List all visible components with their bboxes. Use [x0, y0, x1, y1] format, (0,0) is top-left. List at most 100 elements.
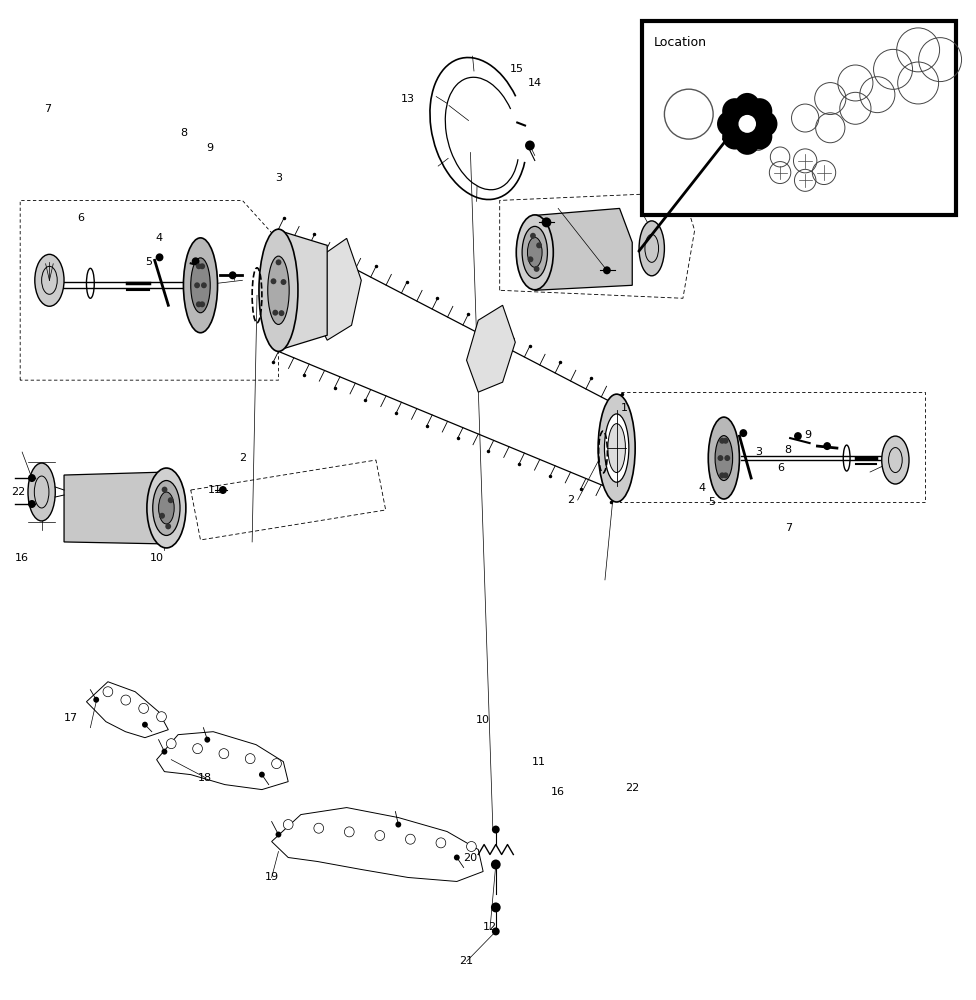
Circle shape	[794, 432, 802, 440]
Circle shape	[467, 842, 476, 852]
Circle shape	[824, 442, 831, 450]
Circle shape	[161, 749, 167, 755]
Circle shape	[395, 822, 401, 828]
Text: 21: 21	[460, 956, 473, 966]
Circle shape	[747, 98, 772, 124]
Circle shape	[719, 438, 725, 444]
Circle shape	[219, 486, 226, 494]
Circle shape	[492, 826, 500, 834]
Ellipse shape	[35, 254, 64, 306]
Circle shape	[245, 754, 255, 764]
Text: 5: 5	[709, 497, 715, 507]
Text: 9: 9	[207, 143, 214, 153]
Circle shape	[168, 497, 174, 503]
Circle shape	[739, 115, 756, 133]
Ellipse shape	[152, 481, 180, 535]
Circle shape	[196, 263, 202, 269]
Text: Location: Location	[654, 36, 707, 49]
Text: 5: 5	[145, 257, 152, 267]
Ellipse shape	[183, 238, 218, 333]
Bar	[642, 21, 956, 215]
Circle shape	[603, 266, 611, 274]
Circle shape	[272, 310, 278, 316]
Circle shape	[162, 487, 168, 493]
Text: 13: 13	[401, 94, 415, 104]
Circle shape	[139, 703, 148, 713]
Ellipse shape	[527, 237, 542, 267]
Text: 7: 7	[44, 104, 51, 114]
Ellipse shape	[267, 256, 289, 324]
Text: 2: 2	[567, 495, 575, 505]
Circle shape	[491, 902, 501, 912]
Polygon shape	[156, 732, 288, 790]
Circle shape	[28, 500, 36, 508]
Circle shape	[275, 832, 281, 838]
Circle shape	[270, 278, 276, 284]
Circle shape	[732, 108, 763, 140]
Polygon shape	[278, 230, 327, 350]
Circle shape	[194, 282, 200, 288]
Text: 16: 16	[16, 553, 29, 563]
Text: 3: 3	[755, 447, 762, 457]
Ellipse shape	[158, 492, 174, 524]
Ellipse shape	[598, 394, 635, 502]
Circle shape	[375, 831, 385, 841]
Text: 1: 1	[621, 403, 628, 413]
Ellipse shape	[190, 258, 210, 313]
Text: 12: 12	[483, 922, 497, 932]
Text: 20: 20	[464, 853, 477, 863]
Circle shape	[314, 823, 324, 833]
Circle shape	[492, 927, 500, 935]
Circle shape	[28, 474, 36, 482]
Circle shape	[142, 722, 147, 728]
Ellipse shape	[146, 468, 185, 548]
Ellipse shape	[259, 229, 298, 351]
Circle shape	[722, 98, 748, 124]
Text: 3: 3	[275, 173, 282, 183]
Circle shape	[536, 242, 542, 248]
Circle shape	[283, 820, 293, 830]
Text: 17: 17	[63, 713, 78, 723]
Circle shape	[436, 838, 446, 848]
Circle shape	[201, 282, 207, 288]
Text: 7: 7	[785, 523, 792, 533]
Circle shape	[199, 301, 205, 307]
Circle shape	[228, 271, 236, 279]
Circle shape	[717, 111, 743, 137]
Circle shape	[722, 438, 728, 444]
Circle shape	[752, 111, 778, 137]
Circle shape	[155, 253, 163, 261]
Circle shape	[192, 744, 202, 754]
Ellipse shape	[639, 221, 665, 276]
Circle shape	[166, 739, 176, 749]
Polygon shape	[467, 305, 515, 392]
Circle shape	[165, 523, 171, 529]
Polygon shape	[312, 238, 361, 340]
Circle shape	[525, 140, 535, 150]
Ellipse shape	[881, 436, 909, 484]
Text: 2: 2	[239, 453, 246, 463]
Circle shape	[724, 455, 730, 461]
Circle shape	[219, 749, 228, 759]
Circle shape	[722, 124, 748, 150]
Circle shape	[275, 259, 281, 265]
Text: 4: 4	[699, 483, 706, 493]
Circle shape	[542, 217, 551, 227]
Circle shape	[271, 759, 281, 769]
Circle shape	[159, 513, 165, 519]
Ellipse shape	[516, 215, 553, 290]
Text: 4: 4	[155, 233, 162, 243]
Circle shape	[259, 772, 264, 778]
Circle shape	[204, 737, 210, 743]
Polygon shape	[87, 682, 168, 738]
Ellipse shape	[715, 436, 733, 481]
Circle shape	[156, 712, 166, 722]
Text: 16: 16	[551, 787, 565, 797]
Circle shape	[94, 697, 100, 703]
Circle shape	[345, 827, 354, 837]
Text: 18: 18	[198, 773, 213, 783]
Text: 22: 22	[11, 487, 25, 497]
Circle shape	[278, 310, 284, 316]
Circle shape	[454, 855, 460, 860]
Circle shape	[121, 695, 131, 705]
